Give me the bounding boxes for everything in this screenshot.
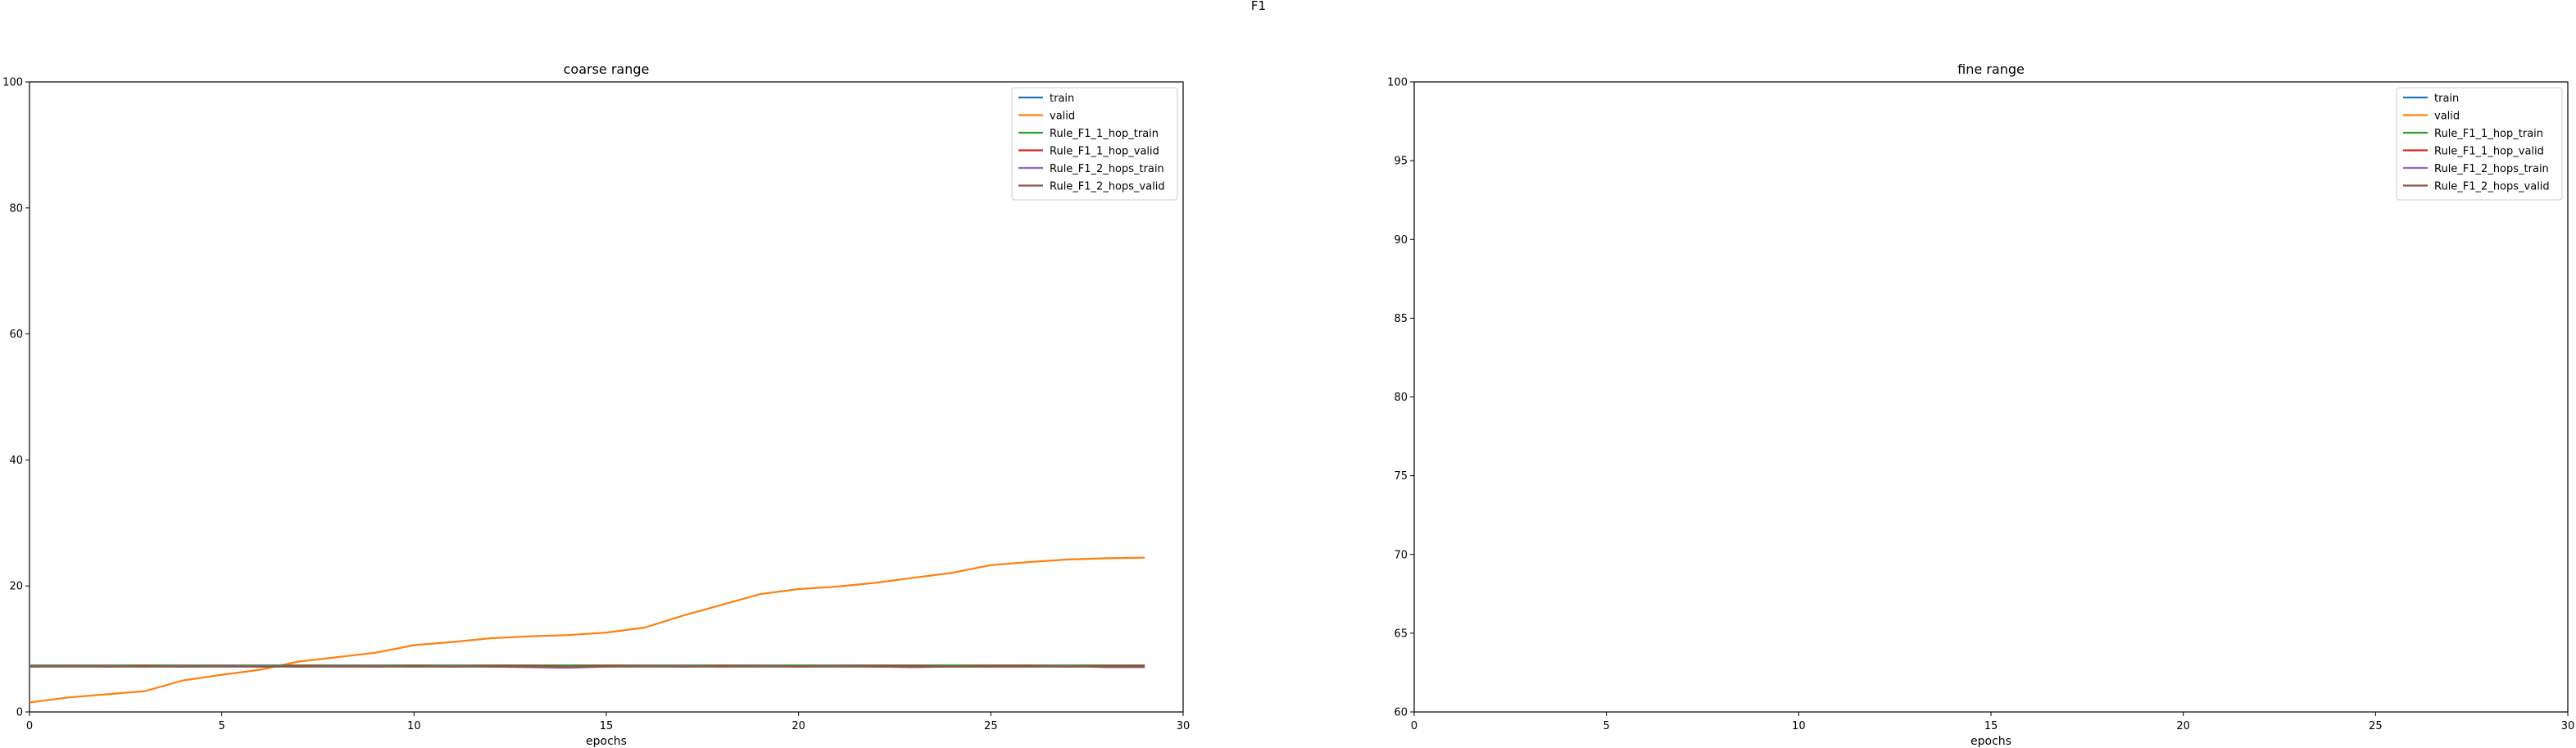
y-tick-label: 70 [1394,549,1408,561]
y-tick-label: 20 [9,581,23,593]
x-axis-label: epochs [1971,735,2011,748]
y-tick-label: 80 [9,202,23,215]
x-tick-label: 5 [219,720,225,732]
legend-label: Rule_F1_2_hops_train [1050,163,1164,175]
y-tick-label: 85 [1394,313,1408,325]
x-tick-label: 5 [1603,720,1610,732]
axes-frame [1414,82,2568,712]
x-tick-label: 20 [791,720,805,732]
y-tick-label: 60 [9,329,23,341]
legend-label: Rule_F1_1_hop_train [2434,128,2543,140]
y-tick-label: 60 [1394,707,1408,719]
legend-label: train [1050,93,1074,105]
y-tick-label: 90 [1394,234,1408,247]
legend-label: valid [1050,111,1075,123]
legend: train valid Rule_F1_1_hop_train Rule_F1_1_h… [1012,88,1177,200]
legend-label: Rule_F1_1_hop_train [1050,128,1159,140]
y-tick-label: 65 [1394,628,1408,640]
legend-label: valid [2434,111,2460,123]
x-tick-label: 20 [2176,720,2190,732]
axes-frame [29,82,1183,712]
y-tick-label: 95 [1394,156,1408,168]
x-tick-label: 30 [2561,720,2575,732]
x-axis-label: epochs [586,735,627,748]
x-tick-label: 0 [26,720,33,732]
subplot-1: coarse range 0 5 10 15 20 25 30 0 20 40 60 80 100 epoc… [2,61,1190,748]
x-tick-label: 30 [1177,720,1190,732]
y-tick-label: 75 [1394,470,1408,483]
legend-label: Rule_F1_1_hop_valid [1050,146,1159,158]
x-tick-label: 10 [1792,720,1806,732]
y-tick-label: 80 [1394,392,1408,404]
legend-label: Rule_F1_2_hops_valid [2434,181,2550,193]
legend-label: Rule_F1_2_hops_train [2434,163,2549,175]
axes-title: fine range [1957,61,2025,77]
x-tick-label: 25 [2369,720,2383,732]
x-tick-label: 10 [407,720,421,732]
subplot-2: fine range 0 5 10 15 20 25 30 60 65 70 75 80 85 90 95 10… [1387,61,2574,748]
x-tick-label: 15 [600,720,614,732]
legend-label: train [2434,93,2459,105]
x-tick-label: 25 [984,720,998,732]
legend: train valid Rule_F1_1_hop_train Rule_F1_1_h… [2397,88,2562,200]
y-tick-label: 100 [1387,77,1408,89]
axes-title: coarse range [564,61,650,77]
legend-label: Rule_F1_2_hops_valid [1050,181,1165,193]
y-tick-label: 0 [16,707,23,719]
x-tick-label: 15 [1984,720,1998,732]
x-tick-label: 0 [1411,720,1417,732]
y-tick-label: 40 [9,455,23,467]
figure-title: F1 [1251,0,1266,13]
legend-label: Rule_F1_1_hop_valid [2434,146,2544,158]
y-tick-label: 100 [2,77,23,89]
